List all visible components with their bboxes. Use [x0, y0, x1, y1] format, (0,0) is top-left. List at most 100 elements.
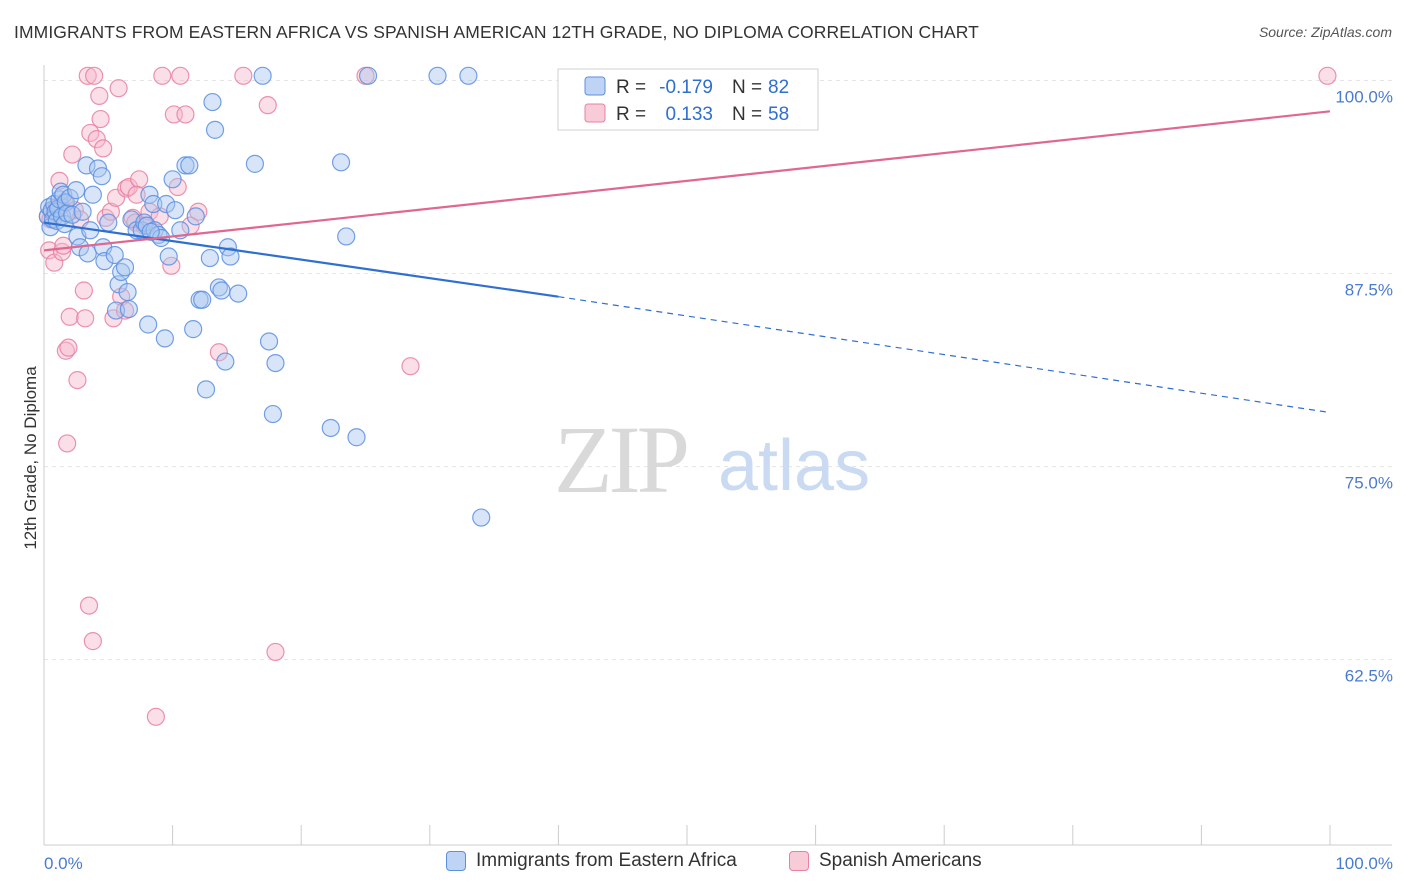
legend-n-value-blue: 82: [768, 77, 789, 98]
eastern-africa-point-23: [78, 244, 97, 263]
eastern-africa-point-78: [331, 153, 351, 172]
eastern-africa-point-73: [259, 332, 279, 351]
legend-item-eastern-africa: Immigrants from Eastern Africa: [446, 850, 737, 872]
eastern-africa-point-83: [459, 66, 478, 85]
spanish-americans-point-12: [58, 434, 77, 453]
eastern-africa-point-31: [105, 245, 124, 265]
spanish-americans-point-45: [153, 66, 172, 85]
source-label: Source: ZipAtlas.com: [1258, 24, 1392, 40]
legend-swatch-eastern-africa: [446, 851, 466, 871]
eastern-africa-point-71: [229, 284, 248, 303]
spanish-americans-point-31: [101, 202, 120, 221]
eastern-africa-trend-extension: [558, 296, 1331, 414]
legend-n-value-pink: 58: [768, 104, 789, 125]
x-tick-labels: 0.0% 100.0%: [44, 854, 1393, 873]
legend-label-eastern-africa: Immigrants from Eastern Africa: [476, 850, 737, 871]
eastern-africa-point-25: [83, 185, 102, 204]
spanish-americans-point-42: [127, 185, 146, 204]
eastern-africa-point-30: [99, 213, 118, 232]
legend-r-value-pink: 0.133: [665, 104, 713, 125]
legend-r-label-pink: R =: [616, 104, 646, 125]
watermark-atlas: atlas: [718, 426, 870, 506]
spanish-americans-point-61: [1318, 66, 1337, 85]
eastern-africa-point-10: [51, 182, 70, 201]
spanish-americans-point-24: [83, 632, 102, 651]
y-tick-label-1: 87.5%: [1345, 281, 1393, 300]
eastern-africa-point-70: [221, 247, 240, 266]
spanish-americans-point-46: [146, 707, 165, 726]
eastern-africa-point-59: [186, 207, 205, 226]
spanish-americans-point-15: [63, 145, 82, 164]
eastern-africa-point-35: [115, 258, 135, 277]
spanish-americans-point-22: [79, 596, 99, 615]
chart-title: IMMIGRANTS FROM EASTERN AFRICA VS SPANIS…: [14, 22, 979, 42]
eastern-africa-point-82: [428, 66, 447, 85]
eastern-africa-point-51: [157, 194, 176, 214]
eastern-africa-trend-line: [43, 221, 559, 298]
eastern-africa-point-84: [472, 508, 491, 527]
eastern-africa-point-62: [196, 380, 216, 399]
spanish-americans-point-55: [209, 343, 228, 362]
eastern-africa-point-65: [205, 120, 225, 139]
eastern-africa-point-63: [200, 248, 219, 268]
y-tick-label-0: 100.0%: [1335, 87, 1393, 106]
trend-lines: [43, 110, 1331, 414]
eastern-africa-point-75: [266, 353, 285, 373]
eastern-africa-point-81: [358, 66, 378, 85]
eastern-africa-point-17: [63, 205, 82, 224]
x-tick-label-0: 0.0%: [44, 854, 83, 873]
eastern-africa-point-57: [180, 156, 199, 175]
spanish-americans-point-17: [68, 370, 87, 390]
legend-swatch-pink: [584, 103, 606, 123]
spanish-americans-point-20: [76, 309, 95, 328]
eastern-africa-point-21: [73, 202, 92, 221]
eastern-africa-point-56: [176, 156, 195, 175]
eastern-africa-point-68: [216, 352, 235, 371]
x-tick-label-1: 100.0%: [1335, 854, 1393, 873]
eastern-africa-point-74: [263, 404, 283, 424]
eastern-africa-point-52: [159, 247, 178, 266]
eastern-africa-point-18: [67, 181, 86, 200]
eastern-africa-point-54: [163, 170, 182, 189]
eastern-africa-point-36: [118, 282, 137, 302]
eastern-africa-point-48: [144, 194, 163, 214]
correlation-legend: R = -0.179 N = 82 R = 0.133 N = 58: [557, 68, 819, 131]
spanish-americans-point-19: [74, 281, 93, 300]
legend-swatch-spanish-americans: [789, 851, 809, 871]
eastern-africa-point-67: [212, 281, 231, 300]
spanish-americans-point-14: [60, 307, 79, 326]
eastern-africa-point-72: [245, 154, 265, 173]
eastern-africa-point-77: [321, 418, 340, 438]
spanish-americans-point-57: [258, 96, 277, 115]
eastern-africa-point-80: [347, 428, 366, 447]
watermark-zip: ZIP: [554, 406, 687, 513]
legend-r-value-blue: -0.179: [659, 77, 713, 98]
y-tick-labels: 100.0% 87.5% 75.0% 62.5%: [1335, 87, 1393, 685]
eastern-africa-point-58: [184, 320, 203, 339]
eastern-africa-point-50: [155, 329, 174, 348]
eastern-africa-point-43: [139, 315, 158, 334]
eastern-africa-points: [38, 66, 491, 527]
spanish-americans-point-33: [106, 188, 126, 207]
eastern-africa-point-44: [140, 185, 159, 204]
eastern-africa-point-22: [77, 156, 96, 175]
legend-swatch-blue: [584, 76, 606, 96]
eastern-africa-point-29: [95, 252, 114, 271]
y-tick-label-3: 62.5%: [1345, 667, 1393, 686]
spanish-americans-point-27: [90, 86, 109, 105]
spanish-americans-point-26: [87, 130, 106, 149]
eastern-africa-point-79: [337, 227, 356, 246]
legend-n-label-blue: N =: [732, 77, 762, 98]
spanish-americans-point-51: [171, 66, 190, 85]
eastern-africa-point-66: [209, 278, 228, 297]
eastern-africa-point-61: [193, 290, 212, 309]
watermark: ZIP atlas: [554, 406, 870, 513]
eastern-africa-point-37: [119, 299, 138, 319]
legend-r-label-blue: R =: [616, 77, 646, 98]
spanish-americans-point-13: [59, 338, 78, 357]
eastern-africa-point-64: [203, 92, 222, 112]
series-legend: Immigrants from Eastern Africa Spanish A…: [0, 850, 1406, 878]
spanish-americans-point-60: [401, 357, 420, 376]
spanish-americans-points: [38, 66, 1337, 726]
